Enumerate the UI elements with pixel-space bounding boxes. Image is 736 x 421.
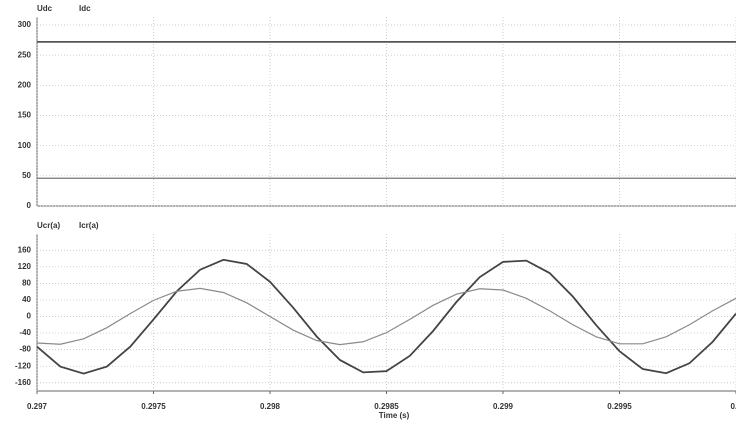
- y-tick-label: 160: [18, 245, 32, 254]
- series-line: [36, 287, 736, 346]
- y-tick-label: 250: [18, 50, 32, 59]
- x-tick-label: 0.297: [27, 402, 48, 411]
- y-tick-label: -160: [15, 378, 32, 387]
- x-tick-label: 0.2975: [141, 402, 166, 411]
- y-tick-label: -40: [19, 328, 31, 337]
- y-tick-label: -80: [19, 345, 31, 354]
- legend-label: Ucr(a): [37, 221, 60, 230]
- x-tick-label: 0.298: [260, 402, 281, 411]
- y-tick-label: 80: [22, 278, 31, 287]
- y-tick-label: 150: [18, 111, 32, 120]
- y-tick-label: 40: [22, 295, 31, 304]
- legend-label: Idc: [79, 4, 91, 13]
- y-tick-label: 120: [18, 262, 32, 271]
- y-tick-label: 300: [18, 20, 32, 29]
- y-tick-label: 50: [22, 171, 31, 180]
- y-tick-label: 100: [18, 141, 32, 150]
- y-tick-label: 0: [27, 201, 32, 210]
- series-line: [36, 258, 736, 375]
- legend-label: Icr(a): [79, 221, 99, 230]
- y-tick-label: 0: [27, 312, 32, 321]
- x-tick-label: 0.3: [730, 402, 736, 411]
- x-axis-label: Time (s): [379, 411, 410, 420]
- x-tick-label: 0.2985: [374, 402, 399, 411]
- y-tick-label: 200: [18, 80, 32, 89]
- x-tick-label: 0.299: [493, 402, 514, 411]
- x-tick-label: 0.2995: [607, 402, 632, 411]
- legend-label: Udc: [37, 4, 53, 13]
- y-tick-label: -120: [15, 361, 32, 370]
